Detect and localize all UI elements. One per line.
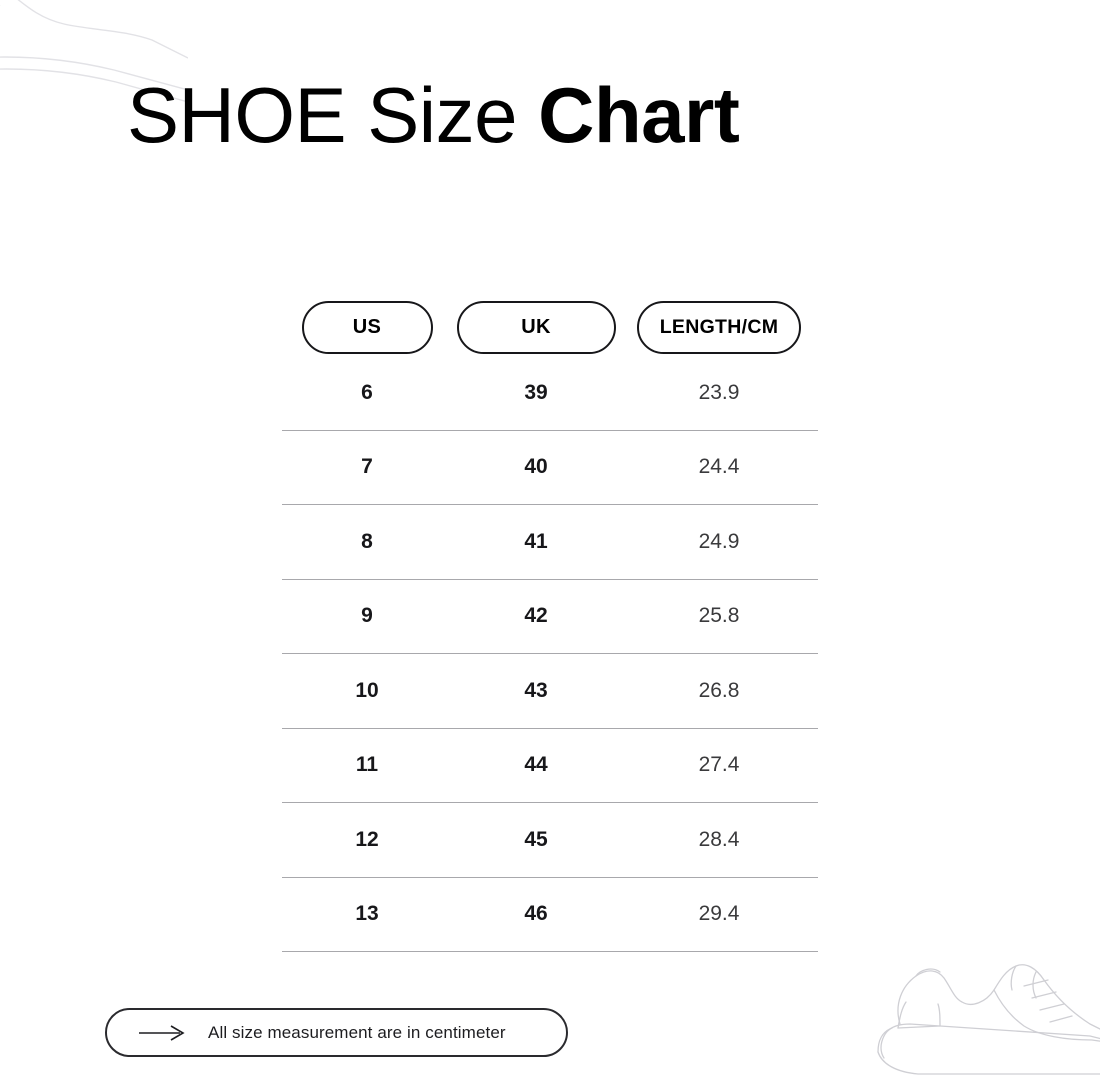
title-bold-part: Chart [538, 71, 740, 159]
header-pill-us: US [301, 301, 433, 354]
table-row: 12 45 28.4 [282, 803, 818, 877]
cell-uk: 39 [524, 380, 548, 404]
cell-uk: 45 [524, 827, 548, 851]
header-pill-uk: UK [456, 301, 616, 354]
size-chart-table: US UK LENGTH/CM 6 39 23.9 7 40 24.4 8 41… [282, 299, 818, 952]
row-divider [282, 504, 818, 505]
header-label-uk: UK [521, 316, 551, 338]
cell-uk: 40 [524, 455, 548, 479]
cell-uk: 43 [524, 678, 548, 702]
cell-us: 7 [361, 455, 373, 479]
table-row: 7 40 24.4 [282, 431, 818, 505]
cell-uk: 44 [524, 753, 548, 777]
column-header-us: US [282, 301, 452, 354]
cell-length: 25.8 [698, 604, 740, 628]
header-pill-length: LENGTH/CM [637, 301, 801, 354]
table-row: 9 42 25.8 [282, 580, 818, 654]
table-header-row: US UK LENGTH/CM [282, 299, 818, 356]
table-row: 8 41 24.9 [282, 505, 818, 579]
cell-us: 12 [355, 827, 379, 851]
row-divider [282, 876, 818, 878]
column-header-length: LENGTH/CM [620, 301, 818, 354]
table-row: 6 39 23.9 [282, 356, 818, 430]
cell-us: 9 [361, 604, 373, 628]
cell-uk: 42 [524, 604, 548, 628]
cell-uk: 41 [524, 529, 548, 553]
row-divider [282, 578, 818, 580]
cell-length: 29.4 [698, 902, 740, 926]
row-divider [282, 653, 818, 654]
header-label-us: US [352, 316, 382, 338]
cell-length: 26.8 [698, 678, 740, 702]
column-header-uk: UK [452, 301, 620, 354]
sneaker-outline-bottom-right-icon [877, 964, 1100, 1075]
cell-length: 24.4 [698, 455, 740, 479]
cell-uk: 46 [524, 902, 548, 926]
row-divider [282, 951, 818, 952]
cell-us: 6 [361, 380, 373, 404]
header-label-length: LENGTH/CM [659, 316, 779, 338]
cell-length: 23.9 [698, 380, 740, 404]
table-row: 11 44 27.4 [282, 729, 818, 803]
row-divider [282, 727, 818, 729]
page-title: SHOE Size Chart [127, 76, 987, 154]
cell-us: 10 [355, 678, 379, 702]
cell-length: 24.9 [698, 529, 740, 553]
table-row: 10 43 26.8 [282, 654, 818, 728]
title-light-part: SHOE Size [127, 71, 517, 159]
cell-us: 11 [355, 753, 379, 777]
table-row: 13 46 29.4 [282, 878, 818, 952]
measurement-note-text: All size measurement are in centimeter [208, 1022, 506, 1042]
row-divider [282, 429, 818, 431]
cell-length: 27.4 [698, 753, 740, 777]
row-divider [282, 802, 818, 803]
arrow-right-icon [138, 1024, 186, 1041]
measurement-note: All size measurement are in centimeter [105, 1008, 568, 1057]
cell-length: 28.4 [698, 827, 740, 851]
cell-us: 13 [355, 902, 379, 926]
cell-us: 8 [361, 529, 373, 553]
